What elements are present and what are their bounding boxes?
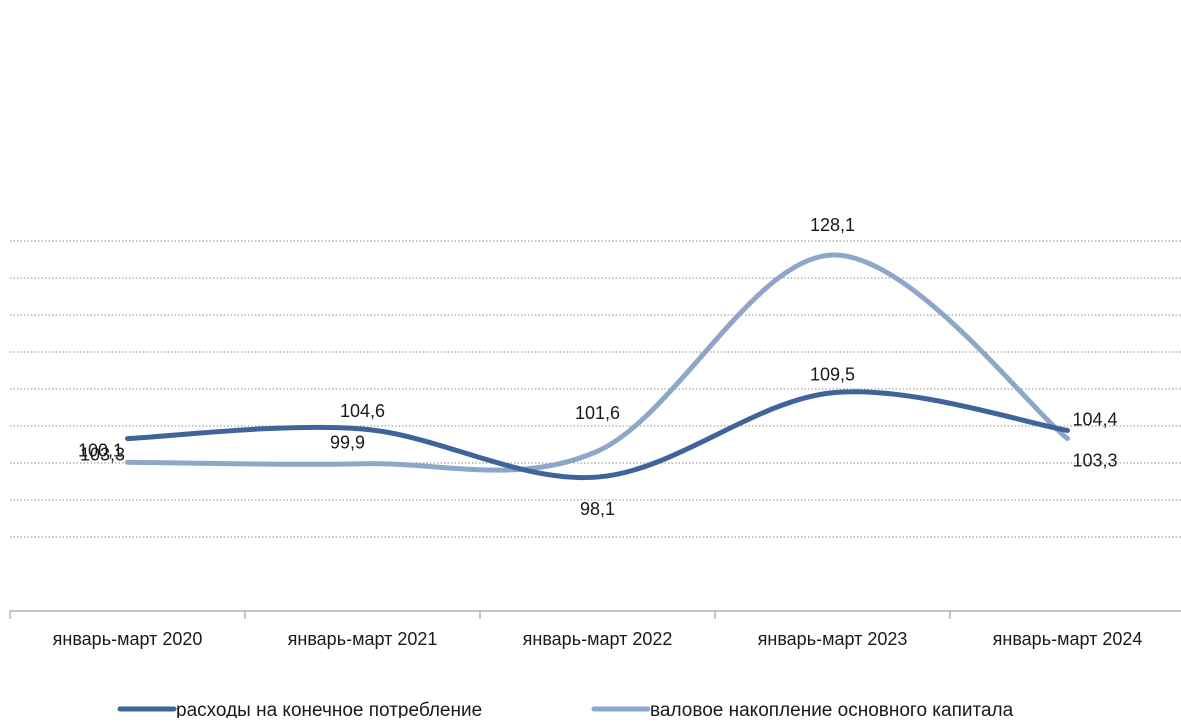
gridlines: [10, 240, 1181, 538]
data-label: 98,1: [580, 499, 615, 519]
data-label: 100,1: [78, 440, 123, 460]
data-label: 104,4: [1073, 409, 1118, 429]
x-tick-label: январь-март 2022: [523, 629, 673, 649]
x-tick-label: январь-март 2023: [758, 629, 908, 649]
data-label: 104,6: [340, 401, 385, 421]
x-axis: январь-март 2020 январь-март 2021 январь-м…: [9, 610, 1181, 649]
series-line: [125, 389, 1070, 481]
data-label: 128,1: [810, 215, 855, 235]
x-tick-label: январь-март 2021: [288, 629, 438, 649]
legend: расходы на конечное потребление валовое н…: [117, 700, 1014, 721]
legend-label: расходы на конечное потребление: [176, 700, 482, 718]
x-tick-label: январь-март 2024: [993, 629, 1143, 649]
data-label: 109,5: [810, 365, 855, 385]
x-tick-label: январь-март 2020: [53, 629, 203, 649]
series-lines: [125, 252, 1070, 481]
data-labels: 103,3 104,6 98,1 109,5 104,4 100,1 99,9 101,6 12…: [78, 215, 1118, 519]
data-label: 101,6: [575, 403, 620, 423]
data-label: 99,9: [330, 433, 365, 453]
data-label: 103,3: [80, 445, 125, 465]
data-label: 103,3: [1073, 451, 1118, 471]
legend-label: валовое накопление основного капитала: [650, 700, 1014, 718]
series-line: [125, 252, 1070, 473]
